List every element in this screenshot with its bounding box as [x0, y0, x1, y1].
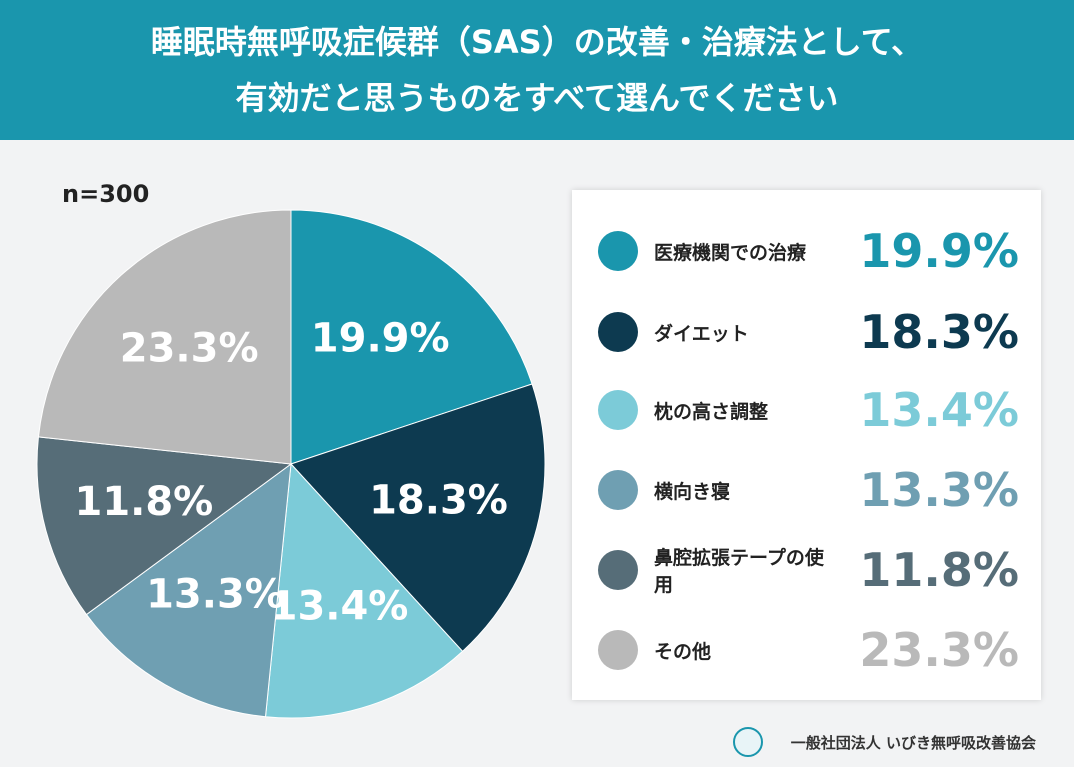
- logo: [733, 727, 763, 757]
- legend-label: 横向き寝: [654, 480, 731, 503]
- slice-label: 19.9%: [311, 315, 450, 361]
- legend-value: 13.4%: [859, 383, 1019, 437]
- legend-item: 横向き寝 13.3%: [572, 455, 1041, 525]
- legend-item: ダイエット 18.3%: [572, 297, 1041, 367]
- subtitle: n=300: [62, 180, 150, 208]
- legend: 医療機関での治療 19.9% ダイエット 18.3% 枕の高さ調整 13.4% 横向き寝 13…: [572, 190, 1041, 700]
- pie-slice: [290, 209, 533, 465]
- legend-value: 13.3%: [859, 463, 1019, 517]
- pie-slice: [36, 436, 293, 616]
- legend-label: その他: [654, 640, 712, 663]
- legend-item: 枕の高さ調整 13.4%: [572, 375, 1041, 445]
- legend-label: ダイエット: [654, 322, 749, 345]
- pie-slice: [85, 462, 292, 718]
- legend-value: 18.3%: [859, 305, 1019, 359]
- pie-slice: [37, 209, 292, 465]
- slice-label: 11.8%: [74, 479, 213, 525]
- legend-value: 19.9%: [859, 224, 1019, 278]
- pie-slice: [290, 383, 546, 653]
- legend-label: 鼻腔拡張テープの使用: [654, 547, 824, 596]
- slice-label: 13.4%: [270, 584, 409, 630]
- slice-label: 13.3%: [146, 571, 285, 617]
- title: 睡眠時無呼吸症候群（SAS）の改善・治療法として、 有効だと思うものをすべて選ん…: [0, 0, 1074, 140]
- legend-swatch: [598, 470, 638, 510]
- legend-swatch: [598, 231, 638, 271]
- legend-swatch: [598, 630, 638, 670]
- legend-value: 23.3%: [859, 623, 1019, 677]
- slice-label: 23.3%: [120, 326, 259, 372]
- legend-swatch: [598, 312, 638, 352]
- legend-label: 医療機関での治療: [654, 241, 807, 264]
- legend-swatch: [598, 390, 638, 430]
- source: 一般社団法人 いびき無呼吸改善協会: [790, 734, 1036, 752]
- legend-label: 枕の高さ調整: [654, 400, 769, 423]
- legend-swatch: [598, 550, 638, 590]
- pie-slice: [264, 462, 464, 719]
- legend-item: 医療機関での治療 19.9%: [572, 216, 1041, 286]
- legend-item: 鼻腔拡張テープの使用 11.8%: [572, 535, 1041, 605]
- slice-label: 18.3%: [369, 477, 508, 523]
- legend-value: 11.8%: [859, 543, 1019, 597]
- legend-item: その他 23.3%: [572, 615, 1041, 685]
